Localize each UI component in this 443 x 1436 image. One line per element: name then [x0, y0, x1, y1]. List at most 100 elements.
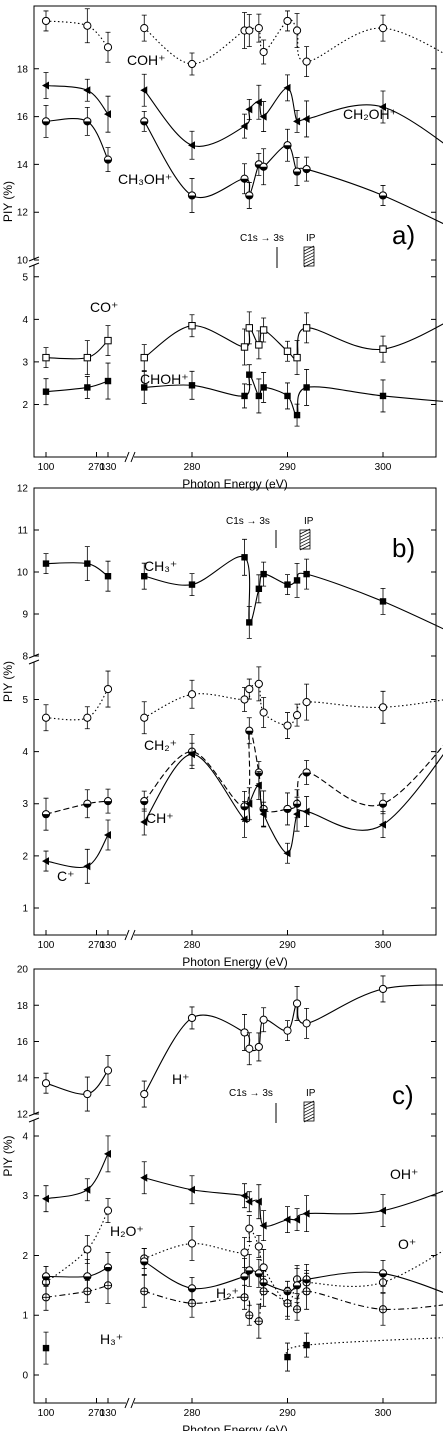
series-curve	[144, 682, 443, 727]
data-point	[188, 581, 196, 588]
data-point-cross	[42, 1293, 50, 1301]
y-axis-break-gap	[30, 656, 38, 662]
plot-frame	[33, 5, 437, 458]
data-point	[240, 695, 249, 704]
data-point-cross	[283, 1299, 292, 1307]
data-point-fill	[42, 121, 50, 125]
data-point	[283, 1215, 291, 1224]
data-point	[42, 560, 50, 567]
ip-hatch-line	[303, 248, 315, 255]
series-curve	[45, 118, 109, 160]
data-point	[140, 353, 148, 362]
series-curve	[45, 562, 109, 577]
y-tick-label: 18	[17, 64, 29, 75]
series-curve	[45, 380, 109, 393]
data-point	[42, 353, 50, 362]
y-tick-label: 12	[17, 208, 29, 219]
data-point	[246, 619, 253, 626]
data-point	[104, 110, 111, 119]
ip-hatch-line	[303, 252, 315, 258]
ip-hatch-frame	[299, 529, 311, 550]
data-point-cross	[303, 1287, 311, 1295]
data-point	[293, 411, 301, 419]
series-label: H⁺	[172, 1071, 190, 1087]
y-tick-label: 5	[22, 272, 28, 283]
series-curve	[143, 323, 443, 360]
data-point-fill	[255, 1273, 263, 1277]
y-tick-label: 18	[17, 1001, 29, 1012]
data-point	[187, 1239, 197, 1248]
data-point	[103, 797, 113, 806]
data-point	[245, 799, 253, 808]
ip-hatch-line	[299, 538, 311, 544]
x-tick-label: 130	[100, 462, 117, 473]
data-point	[41, 16, 51, 26]
series-curve	[144, 1177, 443, 1227]
data-point	[41, 1272, 51, 1281]
y-tick-label: 16	[17, 1037, 29, 1048]
ip-hatch-box	[303, 1100, 315, 1123]
data-point	[259, 1263, 268, 1272]
data-point-fill	[245, 1270, 253, 1275]
series-curve	[285, 1337, 443, 1358]
series-curve	[45, 1284, 109, 1298]
x-tick-label: 300	[375, 462, 392, 473]
data-point-fill	[379, 803, 387, 808]
y-tick-label: 10	[17, 256, 29, 267]
data-point	[41, 1079, 51, 1088]
series-curve	[144, 1228, 443, 1304]
panel-label: a)	[392, 220, 415, 250]
data-point	[83, 21, 92, 30]
data-point	[255, 585, 263, 592]
data-point	[303, 570, 310, 578]
data-point	[246, 371, 253, 378]
transition-annotation: C1s → 3s	[229, 1088, 273, 1099]
data-point	[259, 326, 268, 334]
series-curve	[45, 834, 109, 868]
data-point	[140, 817, 148, 826]
y-tick-label: 0	[22, 1371, 28, 1382]
x-tick-label: 280	[184, 940, 201, 951]
data-point	[84, 560, 91, 567]
data-point	[379, 103, 386, 112]
ip-hatch-line	[303, 258, 315, 265]
x-tick-label: 290	[279, 940, 296, 951]
series-label: CH₃OH⁺	[118, 171, 172, 187]
data-point	[293, 353, 301, 362]
data-point	[283, 141, 292, 150]
series-curve	[143, 753, 443, 854]
y-tick-label: 14	[17, 1073, 29, 1084]
data-point-cross	[240, 1293, 249, 1301]
ip-hatch-line	[303, 1116, 315, 1123]
data-point	[245, 105, 253, 114]
data-point	[283, 83, 291, 92]
data-point	[283, 16, 292, 26]
series-curve	[45, 340, 109, 360]
data-point	[254, 24, 263, 33]
y-tick-label: 9	[22, 610, 28, 621]
panel-a: 10121416182345100130270280290300310Photo…	[1, 5, 443, 491]
data-point	[104, 336, 112, 345]
data-point	[378, 703, 388, 712]
data-point	[240, 815, 248, 824]
data-point	[42, 1344, 50, 1352]
data-point	[41, 1293, 51, 1302]
y-axis-break-gap	[30, 259, 38, 265]
series-label: CH₂⁺	[144, 737, 177, 753]
x-tick-label: 290	[279, 1408, 296, 1419]
series-0: COH⁺	[41, 8, 443, 77]
y-tick-label: 3	[22, 357, 28, 368]
data-point-fill	[42, 814, 50, 818]
series-curve	[45, 1210, 109, 1283]
ip-hatch-line	[303, 1113, 315, 1120]
y-tick-label: 1	[22, 1311, 28, 1322]
x-tick-label: 270	[88, 462, 105, 473]
data-point	[378, 799, 388, 808]
data-point	[245, 1224, 254, 1233]
data-point	[259, 47, 268, 57]
data-point	[302, 1287, 311, 1296]
y-tick-label: 14	[17, 160, 29, 171]
data-point	[83, 86, 91, 95]
data-point	[104, 377, 112, 385]
